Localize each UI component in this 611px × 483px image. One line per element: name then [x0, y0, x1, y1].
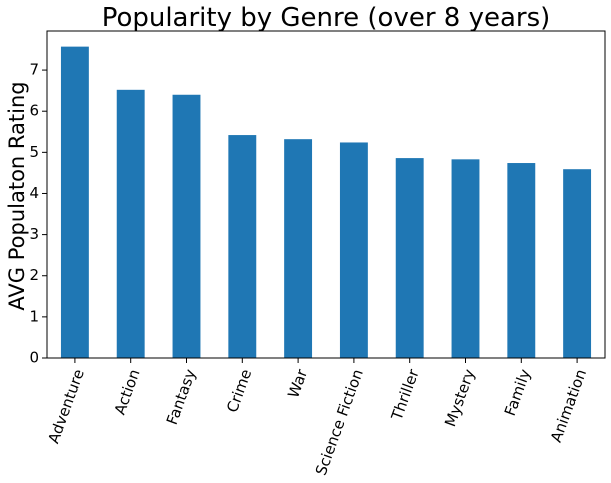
x-tick-label: Adventure — [44, 367, 87, 446]
bar-war — [284, 139, 313, 358]
y-tick-label: 5 — [29, 143, 39, 161]
x-tick-label: Family — [501, 367, 534, 419]
bar-adventure — [60, 46, 89, 358]
x-tick-label: Action — [111, 367, 144, 417]
y-tick-label: 2 — [29, 266, 39, 284]
y-tick-label: 0 — [29, 349, 39, 367]
bar-fantasy — [172, 94, 201, 359]
x-tick-label: War — [284, 366, 311, 400]
plot-frame — [46, 30, 606, 359]
y-tick-label: 1 — [29, 307, 39, 325]
y-ticks-group: 0 1 2 3 4 5 6 7 — [29, 61, 47, 367]
y-tick-label: 3 — [29, 225, 39, 243]
chart-title: Popularity by Genre (over 8 years) — [102, 3, 551, 33]
bar-thriller — [395, 158, 424, 358]
x-tick-label: Science Fiction — [312, 367, 367, 478]
y-tick-label: 4 — [29, 184, 39, 202]
bar-animation — [563, 169, 592, 358]
bar-science-fiction — [339, 142, 368, 358]
x-ticks-group: Adventure Action Fantasy Crime War Science Fi… — [44, 358, 590, 478]
y-tick-label: 7 — [29, 61, 39, 79]
y-axis-label: AVG Populaton Rating — [5, 81, 29, 310]
bar-family — [507, 163, 536, 358]
bars-group — [60, 46, 592, 359]
x-tick-label: Crime — [223, 367, 255, 415]
bar-action — [116, 89, 145, 358]
bar-mystery — [451, 159, 480, 358]
bar-crime — [228, 135, 257, 358]
y-tick-label: 6 — [29, 102, 39, 120]
x-tick-label: Thriller — [387, 366, 423, 423]
x-tick-label: Fantasy — [163, 367, 200, 428]
x-tick-label: Mystery — [441, 367, 478, 429]
x-tick-label: Animation — [547, 367, 590, 445]
